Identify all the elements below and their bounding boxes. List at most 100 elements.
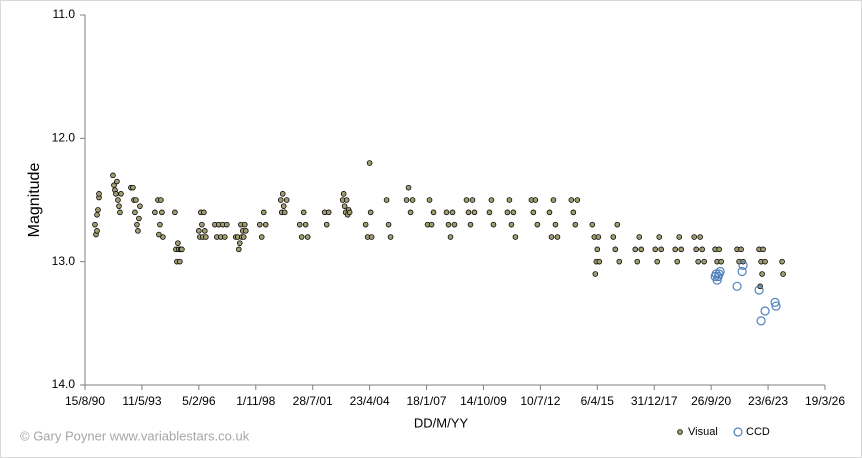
visual-point (137, 203, 143, 209)
visual-point (570, 209, 577, 216)
visual-point (463, 197, 470, 203)
ccd-point (712, 275, 722, 285)
visual-point (368, 234, 375, 240)
x-tick-label: 1/11/98 (236, 394, 275, 408)
visual-point (383, 197, 390, 203)
visual-point (467, 221, 474, 228)
visual-point (634, 258, 641, 265)
visual-point (94, 228, 100, 234)
visual-point (240, 234, 247, 240)
visual-point (157, 221, 163, 228)
visual-point (510, 209, 517, 216)
visual-point (94, 212, 100, 218)
visual-point (341, 203, 348, 209)
visual-point (135, 228, 141, 234)
visual-point (260, 209, 267, 216)
visual-point (430, 209, 437, 216)
visual-point (243, 228, 249, 234)
visual-point (196, 228, 202, 234)
visual-point (407, 209, 414, 216)
visual-point (465, 209, 472, 216)
visual-point (701, 258, 707, 265)
visual-point (471, 209, 478, 216)
visual-point (241, 221, 248, 228)
x-tick-label: 19/3/26 (805, 394, 845, 408)
visual-point (236, 240, 243, 246)
visual-point (530, 209, 537, 216)
legend-label: Visual (688, 426, 718, 438)
x-tick-label: 15/8/90 (65, 394, 105, 408)
visual-point (136, 215, 142, 222)
visual-point (699, 246, 705, 253)
visual-point (506, 197, 513, 203)
visual-point (280, 203, 287, 209)
visual-point (676, 234, 683, 240)
visual-point (738, 246, 744, 253)
visual-point (488, 197, 495, 203)
visual-point (780, 271, 786, 277)
visual-point (449, 209, 456, 216)
visual-point (116, 203, 122, 209)
legend-marker (677, 429, 683, 435)
visual-point (428, 221, 435, 228)
visual-point (302, 221, 309, 228)
x-tick-label: 26/9/20 (691, 394, 731, 408)
visual-point (546, 209, 553, 216)
visual-point (346, 209, 353, 216)
visual-point (283, 197, 290, 203)
visual-point (199, 221, 205, 228)
visual-point (113, 191, 119, 197)
visual-point (610, 234, 617, 240)
visual-point (236, 246, 242, 253)
x-tick-label: 6/4/15 (581, 394, 615, 408)
visual-point (95, 207, 101, 213)
visual-point (201, 209, 207, 216)
visual-point (638, 246, 645, 253)
visual-point (159, 209, 165, 216)
visual-point (323, 221, 330, 228)
visual-point (387, 234, 394, 240)
visual-point (443, 209, 450, 216)
visual-point (550, 197, 557, 203)
y-tick-label: 11.0 (53, 7, 76, 21)
ccd-point (715, 266, 725, 277)
ccd-point (737, 266, 747, 277)
legend-marker (733, 427, 743, 437)
visual-point (534, 221, 541, 228)
visual-point (172, 209, 178, 216)
visual-point (486, 209, 493, 216)
ccd-point (771, 301, 781, 311)
visual-point (158, 197, 164, 203)
visual-point (779, 258, 785, 265)
x-tick-label: 31/12/17 (631, 394, 678, 408)
visual-point (451, 221, 458, 228)
visual-point (300, 209, 307, 216)
visual-point (595, 234, 602, 240)
visual-point (296, 221, 303, 228)
visual-point (156, 231, 162, 238)
x-tick-label: 5/2/96 (182, 394, 216, 408)
visual-point (179, 246, 185, 253)
visual-point (366, 160, 373, 166)
visual-point (532, 197, 539, 203)
visual-point (697, 234, 703, 240)
visual-point (117, 209, 123, 216)
visual-point (760, 246, 766, 253)
visual-point (447, 234, 454, 240)
visual-point (652, 246, 659, 253)
visual-point (632, 246, 639, 253)
y-axis-title: Magnitude (26, 163, 43, 238)
visual-point (672, 246, 679, 253)
visual-point (203, 234, 209, 240)
visual-point (367, 209, 374, 216)
ccd-point (738, 260, 748, 270)
x-tick-label: 28/7/01 (293, 394, 333, 408)
visual-point (691, 234, 697, 240)
visual-point (674, 258, 681, 265)
visual-point (223, 221, 230, 228)
visual-point (133, 197, 139, 203)
visual-point (409, 197, 416, 203)
x-axis-title: DD/M/YY (414, 415, 469, 430)
ccd-point (756, 316, 766, 326)
visual-point (115, 197, 121, 203)
